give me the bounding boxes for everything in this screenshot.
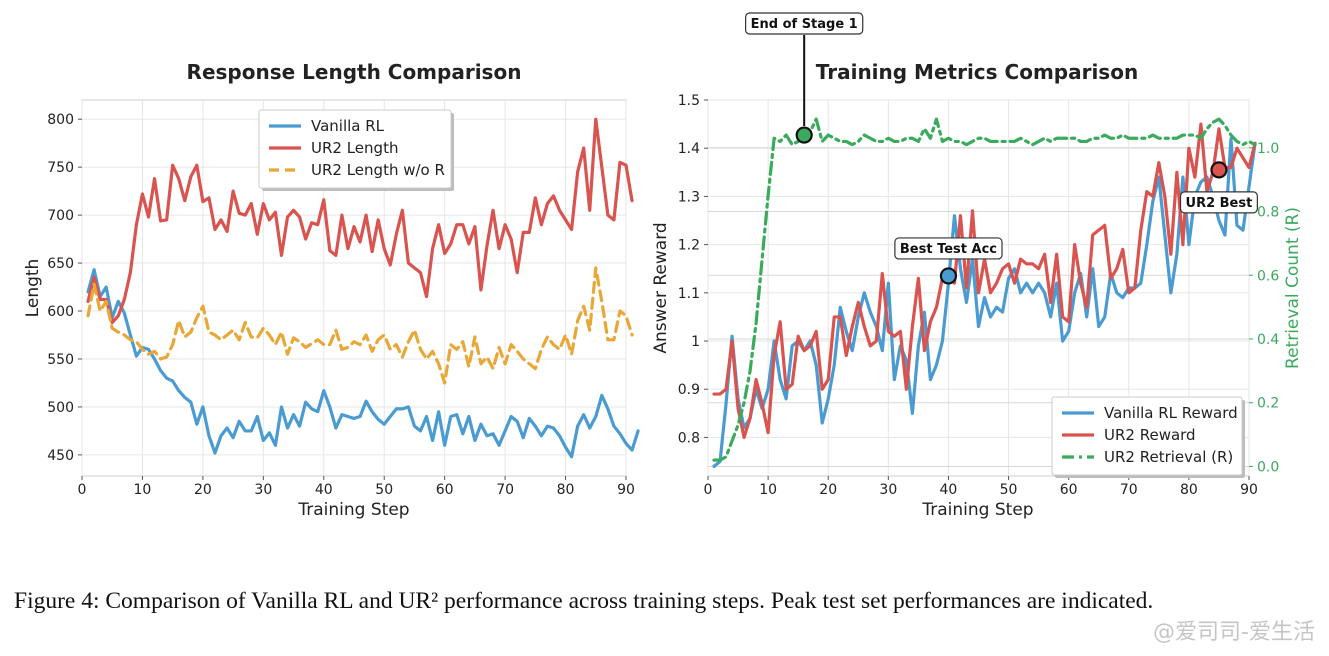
annotation-marker [1210,161,1228,179]
legend-label: UR2 Length w/o R [311,161,445,179]
y-right-axis-label: Retrieval Count (R) [1283,207,1303,369]
y-right-tick-labels: 0.0 0.2 0.4 0.6 0.8 1.0 [1249,141,1279,475]
x-tick-label: 40 [940,482,958,498]
x-tick-label: 80 [557,482,575,498]
legend-label: UR2 Reward [1104,426,1196,444]
watermark: @爱司司-爱生活 [1153,620,1315,645]
series-line-vanilla-rl [86,268,640,459]
y-right-tick-label: 0.4 [1257,332,1279,348]
y-tick-label: 0.8 [678,430,700,446]
annotation-marker [795,126,813,144]
y-tick-labels: 0.8 0.9 1 1.1 1.2 1.3 1.4 1.5 [678,93,708,446]
series-lines [86,117,640,459]
x-axis-label: Training Step [921,500,1033,520]
annotation-box [894,237,1003,260]
x-tick-labels: 0 10 20 30 40 50 60 70 80 90 [78,476,635,498]
y-tick-label: 500 [47,400,74,416]
annotation-label: UR2 Best [1186,196,1253,211]
y-axis-label: Length [23,259,43,318]
x-tick-label: 0 [78,482,87,498]
x-tick-label: 80 [1180,482,1198,498]
annotation-box [1179,191,1258,214]
y-axis-label: Answer Reward [651,222,671,353]
x-tick-labels: 0 10 20 30 40 50 60 70 80 90 [704,476,1258,498]
y-tick-label: 550 [47,352,74,368]
y-right-tick-label: 0.2 [1257,396,1279,412]
series-line-ur2-length [86,117,634,325]
y-tick-label: 450 [47,448,74,464]
legend-box [1051,396,1243,476]
y-tick-labels: 450 500 550 600 650 700 750 800 [47,112,82,464]
training-metrics-chart: Training Metrics Comparison 0 10 20 30 40 50 6… [651,12,1303,520]
x-tick-label: 0 [704,482,713,498]
legend: Vanilla RL Reward UR2 Reward UR2 Retrieval… [1051,396,1245,478]
chart-title: Training Metrics Comparison [816,60,1138,84]
figure-caption: Figure 4: Comparison of Vanilla RL and U… [14,588,1154,614]
x-tick-label: 50 [375,482,393,498]
figure: Response Length Comparison 0 10 20 30 40 50 60… [23,12,1303,520]
annotation-label: End of Stage 1 [751,17,858,32]
x-tick-label: 20 [819,482,837,498]
x-tick-label: 70 [496,482,514,498]
response-length-chart: Response Length Comparison 0 10 20 30 40 50 60… [23,60,640,520]
y-tick-label: 700 [47,208,74,224]
y-tick-label: 1.1 [678,286,700,302]
y-tick-label: 0.9 [678,382,700,398]
x-tick-label: 10 [759,482,777,498]
x-tick-label: 70 [1120,482,1138,498]
chart-title: Response Length Comparison [187,60,522,84]
legend-box [258,109,452,189]
x-tick-label: 50 [1000,482,1018,498]
y-right-tick-label: 1.0 [1257,141,1279,157]
series-line-ur2-length-w-o-r [86,266,634,385]
x-tick-label: 30 [254,482,272,498]
annotations: End of Stage 1 Best Test Acc UR2 Best [745,12,1258,285]
y-right-tick-label: 0.0 [1257,459,1279,475]
x-tick-label: 20 [194,482,212,498]
x-axis-label: Training Step [297,500,409,520]
y-tick-label: 1.4 [678,141,700,157]
legend: Vanilla RL UR2 Length UR2 Length w/o R [258,109,454,191]
y-tick-label: 1.2 [678,238,700,254]
x-tick-label: 90 [1240,482,1258,498]
y-tick-label: 600 [47,304,74,320]
x-tick-label: 30 [879,482,897,498]
legend-label: Vanilla RL [311,117,385,135]
x-tick-label: 10 [134,482,152,498]
annotation-label: Best Test Acc [900,242,997,257]
x-tick-label: 60 [436,482,454,498]
y-tick-label: 1 [691,334,700,350]
legend-label: UR2 Retrieval (R) [1104,448,1233,466]
x-tick-label: 40 [315,482,333,498]
legend-label: UR2 Length [311,139,398,157]
y-right-tick-label: 0.8 [1257,205,1279,221]
y-tick-label: 750 [47,160,74,176]
y-tick-label: 800 [47,112,74,128]
x-tick-label: 60 [1060,482,1078,498]
y-tick-label: 650 [47,256,74,272]
y-right-tick-label: 0.6 [1257,268,1279,284]
annotation-marker [939,267,958,285]
x-tick-label: 90 [617,482,635,498]
y-tick-label: 1.5 [678,93,700,109]
y-tick-label: 1.3 [678,189,700,205]
annotation-box [745,12,864,35]
legend-label: Vanilla RL Reward [1104,404,1238,422]
